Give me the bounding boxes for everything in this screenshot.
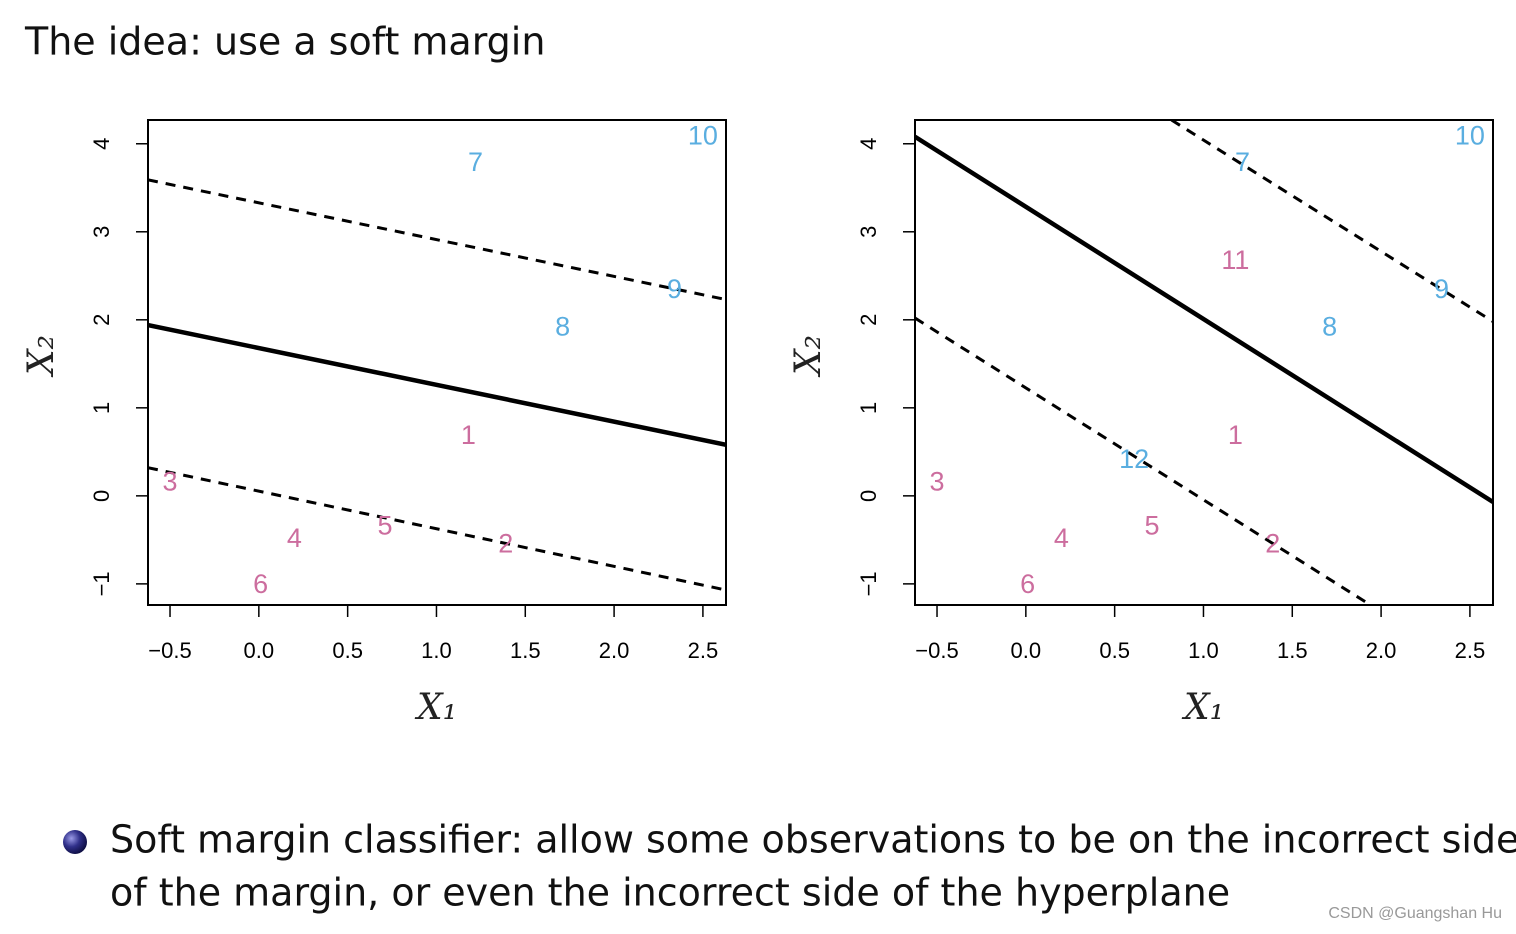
y-tick-label: 3 (856, 226, 881, 238)
slide-title: The idea: use a soft margin (24, 20, 545, 64)
point-label: 4 (1054, 523, 1069, 553)
plot-frame (147, 119, 727, 606)
margin-line (1170, 120, 1493, 323)
point-label: 2 (498, 528, 513, 558)
point-label: 3 (930, 467, 945, 497)
y-tick-label: 4 (856, 138, 881, 150)
y-tick-label: 4 (89, 138, 114, 150)
point-label: 2 (1265, 528, 1280, 558)
hyperplane (915, 134, 1493, 504)
point-label: 10 (1455, 121, 1485, 151)
point-label: 10 (688, 121, 718, 151)
bullet-icon (63, 830, 87, 854)
bullet-text: of the margin, or even the incorrect sid… (110, 871, 1230, 915)
point-label: 9 (667, 274, 682, 304)
point-label: 8 (1322, 312, 1337, 342)
y-tick-label: 1 (89, 402, 114, 414)
point-label: 6 (253, 569, 268, 599)
x-tick-label: 2.0 (1366, 638, 1397, 663)
point-label: 3 (163, 467, 178, 497)
x-tick-label: −0.5 (915, 638, 958, 663)
y-tick-label: 3 (89, 226, 114, 238)
point-label: 5 (1144, 511, 1159, 541)
x-tick-label: 1.0 (1188, 638, 1219, 663)
y-tick-label: −1 (856, 571, 881, 596)
margin-line (148, 178, 726, 302)
point-label: 7 (1235, 147, 1250, 177)
point-label: 5 (377, 511, 392, 541)
x-axis-label: X₁ (414, 687, 457, 728)
x-tick-label: 1.5 (1277, 638, 1308, 663)
x-tick-label: −0.5 (148, 638, 191, 663)
point-label: 1 (461, 420, 476, 450)
y-tick-label: 0 (89, 490, 114, 502)
x-tick-label: 0.0 (244, 638, 275, 663)
point-label: 8 (555, 312, 570, 342)
x-tick-label: 0.5 (1099, 638, 1130, 663)
y-axis-label: X₂ (788, 335, 829, 378)
margin-line (148, 466, 726, 592)
point-label: 7 (468, 147, 483, 177)
bullet-text: Soft margin classifier: allow some obser… (110, 818, 1516, 862)
x-axis-label: X₁ (1181, 687, 1224, 728)
x-tick-label: 2.5 (688, 638, 719, 663)
x-tick-label: 1.0 (421, 638, 452, 663)
point-label: 4 (287, 523, 302, 553)
y-tick-label: 2 (89, 314, 114, 326)
hyperplane (148, 322, 726, 448)
x-tick-label: 0.0 (1011, 638, 1042, 663)
point-label: 1 (1228, 420, 1243, 450)
x-tick-label: 2.5 (1455, 638, 1486, 663)
x-tick-label: 1.5 (510, 638, 541, 663)
y-tick-label: −1 (89, 571, 114, 596)
point-label: 11 (1221, 245, 1249, 275)
y-tick-label: 0 (856, 490, 881, 502)
y-tick-label: 2 (856, 314, 881, 326)
point-label: 12 (1119, 444, 1149, 474)
point-label: 9 (1434, 274, 1449, 304)
x-tick-label: 2.0 (599, 638, 630, 663)
y-tick-label: 1 (856, 402, 881, 414)
point-label: 6 (1020, 569, 1035, 599)
y-axis-label: X₂ (21, 335, 62, 378)
x-tick-label: 0.5 (332, 638, 363, 663)
watermark: CSDN @Guangshan Hu (1328, 905, 1502, 922)
